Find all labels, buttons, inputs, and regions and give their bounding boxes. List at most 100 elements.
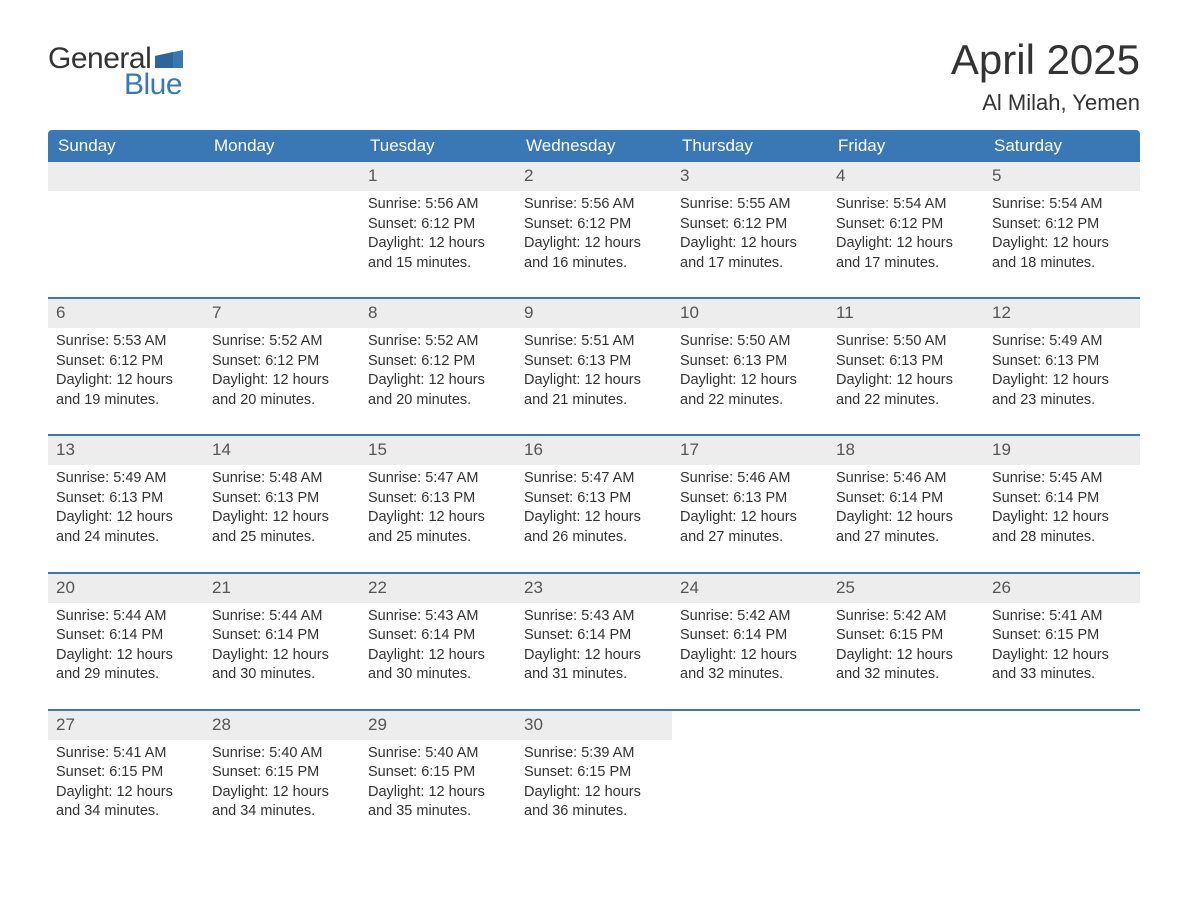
- calendar-day-cell: 12Sunrise: 5:49 AMSunset: 6:13 PMDayligh…: [984, 299, 1140, 435]
- day-number: 28: [204, 711, 360, 740]
- day-daylight2: and 24 minutes.: [56, 528, 196, 548]
- day-daylight2: and 19 minutes.: [56, 391, 196, 411]
- day-sunset: Sunset: 6:13 PM: [524, 352, 664, 372]
- calendar-day-cell: 18Sunrise: 5:46 AMSunset: 6:14 PMDayligh…: [828, 436, 984, 572]
- day-daylight1: Daylight: 12 hours: [524, 783, 664, 803]
- day-sunset: Sunset: 6:14 PM: [524, 626, 664, 646]
- day-daylight2: and 20 minutes.: [368, 391, 508, 411]
- day-number: 22: [360, 574, 516, 603]
- day-number: 15: [360, 436, 516, 465]
- weekday-header-row: Sunday Monday Tuesday Wednesday Thursday…: [48, 130, 1140, 162]
- day-sunrise: Sunrise: 5:51 AM: [524, 332, 664, 352]
- day-number: 11: [828, 299, 984, 328]
- day-daylight2: and 25 minutes.: [368, 528, 508, 548]
- day-sunrise: Sunrise: 5:46 AM: [680, 469, 820, 489]
- day-sunrise: Sunrise: 5:44 AM: [56, 607, 196, 627]
- calendar-day-cell: 26Sunrise: 5:41 AMSunset: 6:15 PMDayligh…: [984, 574, 1140, 710]
- calendar-week-row: 1Sunrise: 5:56 AMSunset: 6:12 PMDaylight…: [48, 162, 1140, 298]
- day-sunset: Sunset: 6:14 PM: [212, 626, 352, 646]
- calendar-day-cell: 9Sunrise: 5:51 AMSunset: 6:13 PMDaylight…: [516, 299, 672, 435]
- day-sunset: Sunset: 6:13 PM: [680, 352, 820, 372]
- day-sunset: Sunset: 6:12 PM: [680, 215, 820, 235]
- day-number: 30: [516, 711, 672, 740]
- day-daylight1: Daylight: 12 hours: [524, 234, 664, 254]
- weekday-header: Wednesday: [516, 130, 672, 162]
- day-number: 9: [516, 299, 672, 328]
- calendar-day-cell: 24Sunrise: 5:42 AMSunset: 6:14 PMDayligh…: [672, 574, 828, 710]
- day-daylight1: Daylight: 12 hours: [680, 646, 820, 666]
- calendar-page: General Blue April 2025 Al Milah, Yemen …: [0, 0, 1188, 874]
- calendar-day-cell: 7Sunrise: 5:52 AMSunset: 6:12 PMDaylight…: [204, 299, 360, 435]
- day-sunrise: Sunrise: 5:39 AM: [524, 744, 664, 764]
- day-daylight1: Daylight: 12 hours: [368, 371, 508, 391]
- day-daylight2: and 21 minutes.: [524, 391, 664, 411]
- day-sunset: Sunset: 6:12 PM: [212, 352, 352, 372]
- weekday-header: Tuesday: [360, 130, 516, 162]
- day-daylight2: and 30 minutes.: [212, 665, 352, 685]
- day-sunset: Sunset: 6:14 PM: [368, 626, 508, 646]
- calendar-day-cell: [48, 162, 204, 298]
- day-sunrise: Sunrise: 5:40 AM: [368, 744, 508, 764]
- day-sunset: Sunset: 6:13 PM: [212, 489, 352, 509]
- day-sunrise: Sunrise: 5:41 AM: [992, 607, 1132, 627]
- day-daylight1: Daylight: 12 hours: [992, 508, 1132, 528]
- day-daylight2: and 29 minutes.: [56, 665, 196, 685]
- day-daylight2: and 17 minutes.: [680, 254, 820, 274]
- day-number: 12: [984, 299, 1140, 328]
- calendar-day-cell: 5Sunrise: 5:54 AMSunset: 6:12 PMDaylight…: [984, 162, 1140, 298]
- day-sunset: Sunset: 6:12 PM: [992, 215, 1132, 235]
- day-daylight2: and 27 minutes.: [836, 528, 976, 548]
- header: General Blue April 2025 Al Milah, Yemen: [48, 36, 1140, 116]
- calendar-day-cell: 6Sunrise: 5:53 AMSunset: 6:12 PMDaylight…: [48, 299, 204, 435]
- calendar-day-cell: 11Sunrise: 5:50 AMSunset: 6:13 PMDayligh…: [828, 299, 984, 435]
- day-sunset: Sunset: 6:15 PM: [524, 763, 664, 783]
- day-sunset: Sunset: 6:12 PM: [836, 215, 976, 235]
- day-sunset: Sunset: 6:12 PM: [368, 352, 508, 372]
- day-number: 26: [984, 574, 1140, 603]
- day-sunrise: Sunrise: 5:56 AM: [368, 195, 508, 215]
- day-daylight1: Daylight: 12 hours: [368, 508, 508, 528]
- day-sunrise: Sunrise: 5:49 AM: [56, 469, 196, 489]
- day-sunrise: Sunrise: 5:41 AM: [56, 744, 196, 764]
- calendar-day-cell: 27Sunrise: 5:41 AMSunset: 6:15 PMDayligh…: [48, 711, 204, 846]
- day-sunset: Sunset: 6:13 PM: [836, 352, 976, 372]
- day-sunrise: Sunrise: 5:52 AM: [212, 332, 352, 352]
- day-sunrise: Sunrise: 5:46 AM: [836, 469, 976, 489]
- day-daylight1: Daylight: 12 hours: [680, 234, 820, 254]
- day-number: 27: [48, 711, 204, 740]
- day-daylight1: Daylight: 12 hours: [212, 508, 352, 528]
- calendar-table: Sunday Monday Tuesday Wednesday Thursday…: [48, 130, 1140, 846]
- calendar-day-cell: 22Sunrise: 5:43 AMSunset: 6:14 PMDayligh…: [360, 574, 516, 710]
- day-daylight1: Daylight: 12 hours: [212, 783, 352, 803]
- day-number: 17: [672, 436, 828, 465]
- day-daylight1: Daylight: 12 hours: [992, 234, 1132, 254]
- calendar-day-cell: 29Sunrise: 5:40 AMSunset: 6:15 PMDayligh…: [360, 711, 516, 846]
- weekday-header: Friday: [828, 130, 984, 162]
- day-sunset: Sunset: 6:13 PM: [680, 489, 820, 509]
- calendar-day-cell: 14Sunrise: 5:48 AMSunset: 6:13 PMDayligh…: [204, 436, 360, 572]
- calendar-day-cell: 16Sunrise: 5:47 AMSunset: 6:13 PMDayligh…: [516, 436, 672, 572]
- day-daylight1: Daylight: 12 hours: [56, 783, 196, 803]
- day-daylight2: and 22 minutes.: [680, 391, 820, 411]
- calendar-day-cell: 25Sunrise: 5:42 AMSunset: 6:15 PMDayligh…: [828, 574, 984, 710]
- day-number: 7: [204, 299, 360, 328]
- day-number: 1: [360, 162, 516, 191]
- calendar-day-cell: 17Sunrise: 5:46 AMSunset: 6:13 PMDayligh…: [672, 436, 828, 572]
- day-number: 21: [204, 574, 360, 603]
- day-daylight2: and 15 minutes.: [368, 254, 508, 274]
- day-sunrise: Sunrise: 5:54 AM: [836, 195, 976, 215]
- day-daylight2: and 35 minutes.: [368, 802, 508, 822]
- logo-text-blue: Blue: [124, 68, 182, 102]
- day-sunrise: Sunrise: 5:42 AM: [836, 607, 976, 627]
- day-number: 2: [516, 162, 672, 191]
- day-sunset: Sunset: 6:14 PM: [992, 489, 1132, 509]
- day-daylight2: and 30 minutes.: [368, 665, 508, 685]
- calendar-day-cell: 21Sunrise: 5:44 AMSunset: 6:14 PMDayligh…: [204, 574, 360, 710]
- empty-daynum-strip: [204, 162, 360, 191]
- weekday-header: Sunday: [48, 130, 204, 162]
- day-sunset: Sunset: 6:15 PM: [992, 626, 1132, 646]
- day-sunset: Sunset: 6:15 PM: [212, 763, 352, 783]
- logo: General Blue: [48, 36, 183, 102]
- day-daylight2: and 32 minutes.: [836, 665, 976, 685]
- calendar-day-cell: 10Sunrise: 5:50 AMSunset: 6:13 PMDayligh…: [672, 299, 828, 435]
